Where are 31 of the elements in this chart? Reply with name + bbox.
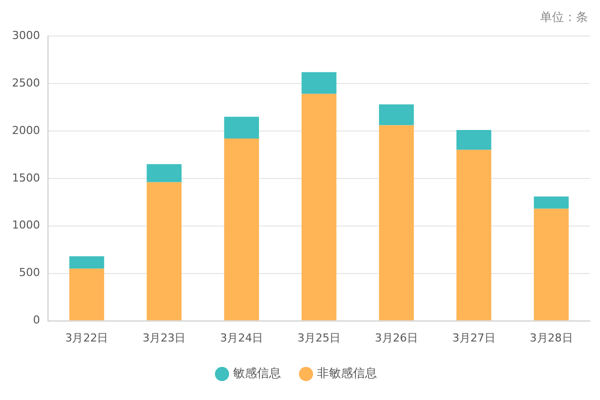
x-tick-label: 3月23日 xyxy=(142,331,186,344)
bar xyxy=(302,94,336,320)
y-tick-label: 500 xyxy=(18,266,40,280)
bar xyxy=(534,208,569,320)
legend-label: 非敏感信息 xyxy=(317,366,377,380)
legend-label: 敏感信息 xyxy=(233,366,281,380)
bar xyxy=(146,182,182,320)
x-tick-label: 3月28日 xyxy=(530,331,573,344)
bar xyxy=(379,104,414,126)
bar xyxy=(456,130,492,150)
bar xyxy=(69,268,104,320)
bar xyxy=(456,150,492,320)
y-tick-label: 2000 xyxy=(12,124,40,137)
bar xyxy=(534,196,569,209)
x-tick-label: 3月27日 xyxy=(452,331,496,344)
bar xyxy=(302,72,336,94)
bar xyxy=(69,256,104,269)
x-tick-label: 3月24日 xyxy=(220,331,264,344)
text: 单位：条 xyxy=(540,10,588,24)
bar xyxy=(379,125,414,320)
y-tick-label: 3000 xyxy=(12,28,40,42)
x-tick-label: 3月25日 xyxy=(297,331,340,344)
x-tick-label: 3月26日 xyxy=(374,331,418,344)
bar xyxy=(224,138,259,320)
bar xyxy=(146,164,182,182)
y-tick-label: 2500 xyxy=(12,76,40,90)
y-tick-label: 1000 xyxy=(12,218,40,232)
y-tick-label: 0 xyxy=(32,314,40,327)
x-tick-label: 3月22日 xyxy=(65,331,108,344)
bar xyxy=(224,116,259,139)
y-tick-label: 1500 xyxy=(12,171,40,184)
